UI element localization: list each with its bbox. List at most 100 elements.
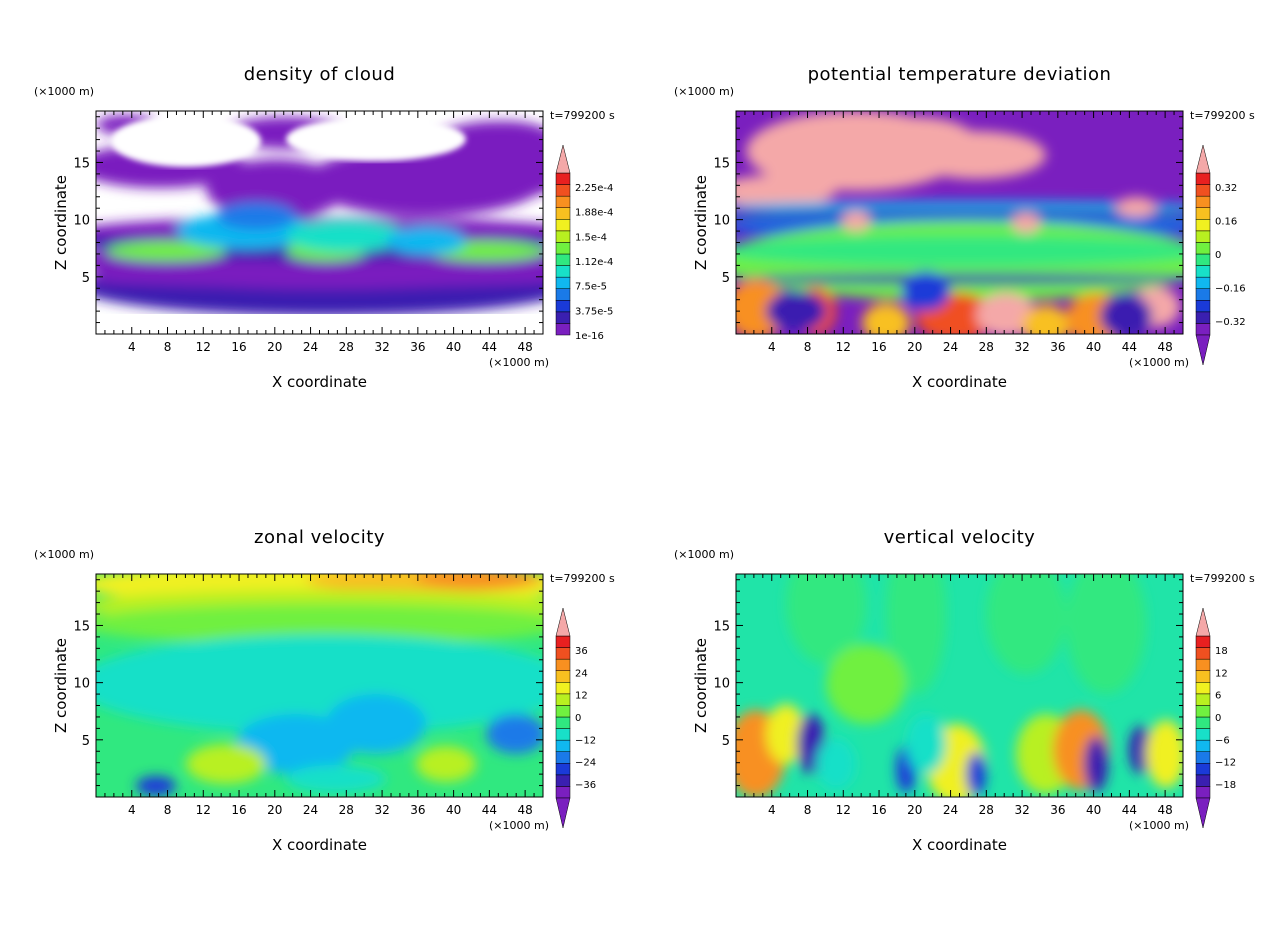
colorbar-swatch — [1195, 635, 1211, 648]
colorbar-swatch — [555, 751, 571, 764]
colorbar-arrow-top — [555, 607, 571, 637]
colorbar-swatch — [555, 323, 571, 336]
x-tick-label: 48 — [1157, 803, 1172, 817]
x-tick-label: 20 — [907, 803, 922, 817]
colorbar-swatch — [1195, 219, 1211, 232]
x-tick-label: 44 — [482, 340, 497, 354]
field-blob — [96, 604, 543, 644]
field-blob — [1084, 736, 1108, 792]
colorbar-label: 1e-16 — [575, 331, 604, 342]
y-tick-label: 5 — [722, 271, 730, 286]
field-blob — [826, 644, 906, 724]
colorbar-label: 0 — [1215, 713, 1221, 724]
x-tick-label: 48 — [1157, 340, 1172, 354]
colorbar-label: 0 — [575, 713, 581, 724]
chart-title: potential temperature deviation — [808, 64, 1112, 85]
x-tick-label: 12 — [196, 803, 211, 817]
x-tick-label: 8 — [804, 340, 812, 354]
x-tick-label: 28 — [339, 803, 354, 817]
colorbar-swatch — [1195, 774, 1211, 787]
x-tick-label: 32 — [1014, 803, 1029, 817]
colorbar-label: −36 — [575, 780, 596, 791]
colorbar-swatch — [555, 774, 571, 787]
x-tick-label: 8 — [804, 803, 812, 817]
x-axis-title: X coordinate — [272, 836, 367, 854]
field-blob — [1022, 305, 1070, 334]
x-tick-label: 12 — [836, 803, 851, 817]
y-tick-label: 5 — [722, 734, 730, 749]
x-tick-label: 32 — [374, 803, 389, 817]
colorbar-swatch — [555, 716, 571, 729]
x-tick-label: 16 — [231, 803, 246, 817]
field-blob — [766, 291, 826, 331]
field-blobs — [736, 111, 1183, 334]
colorbar-swatch — [555, 682, 571, 695]
colorbar-swatch — [1195, 763, 1211, 776]
field-blob — [386, 227, 466, 255]
field-blob — [886, 574, 946, 694]
chart-title: vertical velocity — [884, 527, 1036, 548]
field-blobs — [736, 574, 1183, 797]
y-axis-title: Z coordinate — [692, 175, 710, 270]
field-blob — [186, 744, 266, 784]
x-tick-label: 24 — [943, 803, 958, 817]
colorbar-swatch — [1195, 172, 1211, 185]
colorbar-swatch — [555, 172, 571, 185]
colorbar-swatch — [1195, 693, 1211, 706]
colorbar-swatch — [555, 288, 571, 301]
colorbar-swatch — [555, 693, 571, 706]
colorbar-label: 1.5e-4 — [575, 232, 607, 243]
colorbar-swatch — [555, 242, 571, 255]
x-tick-label: 28 — [339, 340, 354, 354]
colorbar: 2.25e-4 1.88e-4 1.5e-4 1.12e-4 7.5e-5 3.75e-5… — [555, 144, 613, 342]
field-blob — [906, 714, 946, 774]
colorbar-swatch — [1195, 682, 1211, 695]
x-unit-label: (×1000 m) — [1129, 819, 1189, 832]
x-tick-label: 40 — [446, 340, 461, 354]
contour-field — [96, 111, 543, 334]
y-unit-label: (×1000 m) — [34, 85, 94, 98]
colorbar-swatch — [1195, 647, 1211, 660]
y-tick-label: 10 — [73, 214, 90, 229]
colorbar-swatch — [555, 763, 571, 776]
x-tick-label: 36 — [1050, 803, 1065, 817]
x-tick-label: 16 — [871, 340, 886, 354]
field-blob — [236, 714, 356, 774]
field-blob — [326, 694, 426, 754]
colorbar-swatch — [555, 300, 571, 313]
colorbar-label: −6 — [1215, 735, 1230, 746]
x-tick-label: 12 — [836, 340, 851, 354]
chart-title: zonal velocity — [254, 527, 385, 548]
colorbar-swatch — [555, 658, 571, 671]
contour-field — [96, 574, 543, 797]
x-tick-label: 8 — [164, 803, 172, 817]
field-blob — [986, 574, 1066, 674]
y-unit-label: (×1000 m) — [34, 548, 94, 561]
colorbar-swatch — [1195, 705, 1211, 718]
y-axis-title: Z coordinate — [52, 638, 70, 733]
field-blob — [736, 274, 1183, 284]
contour-field — [736, 111, 1183, 334]
x-tick-label: 44 — [482, 803, 497, 817]
colorbar-swatch — [1195, 230, 1211, 243]
colorbar-swatch — [555, 253, 571, 266]
x-tick-label: 4 — [128, 340, 136, 354]
colorbar-swatch — [1195, 323, 1211, 336]
x-tick-label: 40 — [446, 803, 461, 817]
y-axis-title: Z coordinate — [52, 175, 70, 270]
field-blob — [96, 271, 543, 287]
x-tick-label: 8 — [164, 340, 172, 354]
colorbar-swatch — [1195, 751, 1211, 764]
field-blob — [902, 271, 950, 311]
colorbar-label: 18 — [1215, 646, 1228, 657]
y-unit-label: (×1000 m) — [674, 85, 734, 98]
x-tick-label: 40 — [1086, 340, 1101, 354]
y-tick-label: 15 — [73, 619, 90, 634]
field-blob — [1100, 294, 1152, 334]
x-tick-label: 24 — [303, 340, 318, 354]
colorbar-swatch — [1195, 207, 1211, 220]
colorbar-arrow-top — [1195, 607, 1211, 637]
y-tick-label: 15 — [73, 156, 90, 171]
